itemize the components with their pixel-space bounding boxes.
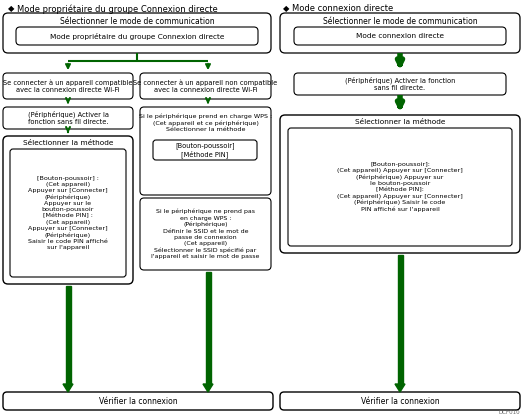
FancyBboxPatch shape xyxy=(16,27,258,45)
Text: Vérifier la connexion: Vérifier la connexion xyxy=(361,397,439,405)
Text: Si le périphérique prend en charge WPS :
(Cet appareil et ce périphérique)
Sélec: Si le périphérique prend en charge WPS :… xyxy=(139,114,272,132)
FancyBboxPatch shape xyxy=(280,115,520,253)
Polygon shape xyxy=(398,255,402,384)
Text: [Bouton-poussoir]:
(Cet appareil) Appuyer sur [Connecter]
(Périphérique) Appuyer: [Bouton-poussoir]: (Cet appareil) Appuye… xyxy=(337,162,463,212)
FancyBboxPatch shape xyxy=(140,107,271,195)
Text: (Périphérique) Activer la
fonction sans fil directe.: (Périphérique) Activer la fonction sans … xyxy=(27,110,108,125)
Text: DCF010: DCF010 xyxy=(498,410,520,415)
FancyBboxPatch shape xyxy=(3,136,133,284)
Text: Sélectionner le mode de communication: Sélectionner le mode de communication xyxy=(323,16,477,25)
Text: Mode connexion directe: Mode connexion directe xyxy=(292,4,393,13)
Text: Mode propriétaire du groupe Connexion directe: Mode propriétaire du groupe Connexion di… xyxy=(17,4,218,13)
Text: ◆: ◆ xyxy=(8,4,15,13)
FancyBboxPatch shape xyxy=(280,13,520,53)
Text: Mode propriétaire du groupe Connexion directe: Mode propriétaire du groupe Connexion di… xyxy=(50,33,224,39)
Text: Sélectionner la méthode: Sélectionner la méthode xyxy=(23,140,113,146)
FancyBboxPatch shape xyxy=(140,198,271,270)
Text: Se connecter à un appareil non compatible
avec la connexion directe Wi-Fi: Se connecter à un appareil non compatibl… xyxy=(134,79,278,93)
Text: [Bouton-poussoir] :
(Cet appareil)
Appuyer sur [Connecter]
(Périphérique)
Appuye: [Bouton-poussoir] : (Cet appareil) Appuy… xyxy=(28,176,108,250)
Polygon shape xyxy=(66,286,71,384)
FancyBboxPatch shape xyxy=(3,392,273,410)
Polygon shape xyxy=(203,384,213,392)
Text: Vérifier la connexion: Vérifier la connexion xyxy=(99,397,177,405)
FancyBboxPatch shape xyxy=(294,73,506,95)
FancyBboxPatch shape xyxy=(153,140,257,160)
Text: Mode connexion directe: Mode connexion directe xyxy=(356,33,444,39)
FancyBboxPatch shape xyxy=(3,13,271,53)
Text: Si le périphérique ne prend pas
en charge WPS :
(Périphérique)
Définir le SSID e: Si le périphérique ne prend pas en charg… xyxy=(151,209,260,259)
Text: ◆: ◆ xyxy=(283,4,289,13)
Text: (Périphérique) Activer la fonction
sans fil directe.: (Périphérique) Activer la fonction sans … xyxy=(345,76,455,92)
Polygon shape xyxy=(395,384,405,392)
Text: Se connecter à un appareil compatible
avec la connexion directe Wi-Fi: Se connecter à un appareil compatible av… xyxy=(3,79,133,93)
FancyBboxPatch shape xyxy=(10,149,126,277)
FancyBboxPatch shape xyxy=(288,128,512,246)
Polygon shape xyxy=(63,384,73,392)
Polygon shape xyxy=(205,272,211,384)
FancyBboxPatch shape xyxy=(3,107,133,129)
FancyBboxPatch shape xyxy=(280,392,520,410)
Text: Sélectionner la méthode: Sélectionner la méthode xyxy=(355,119,445,125)
FancyBboxPatch shape xyxy=(140,73,271,99)
Text: Sélectionner le mode de communication: Sélectionner le mode de communication xyxy=(60,16,214,25)
FancyBboxPatch shape xyxy=(3,73,133,99)
Text: [Bouton-poussoir]
[Méthode PIN]: [Bouton-poussoir] [Méthode PIN] xyxy=(175,142,235,158)
FancyBboxPatch shape xyxy=(294,27,506,45)
